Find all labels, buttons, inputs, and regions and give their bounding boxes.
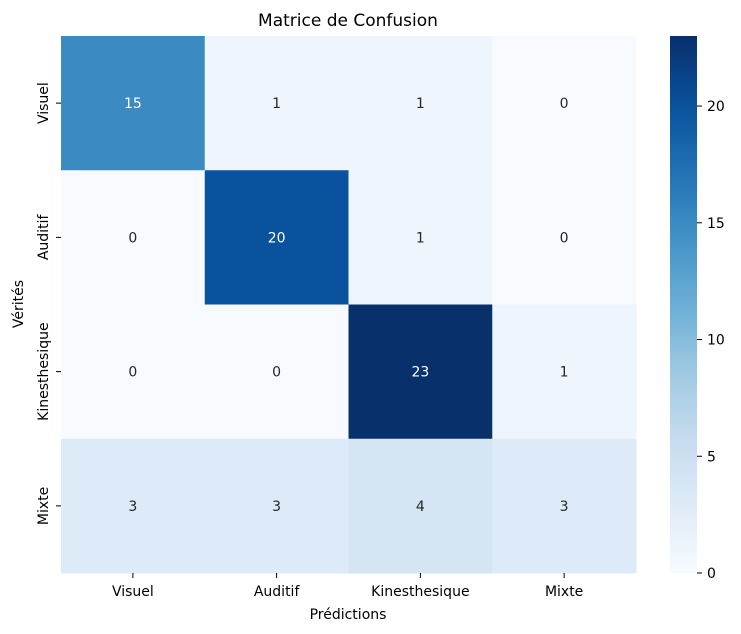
heatmap-cell [61, 36, 206, 171]
y-tick-label: Auditif [36, 214, 52, 261]
heatmap-cell [492, 438, 637, 574]
x-tick-label: Mixte [545, 584, 583, 600]
heatmap-cell [348, 438, 493, 574]
cell-value-label: 0 [128, 230, 137, 246]
colorbar-tick-label: 10 [707, 333, 725, 349]
heatmap-cell [492, 304, 637, 440]
heatmap-cell [492, 170, 637, 305]
x-axis-ticks: Visuel Auditif Kinesthesique Mixte [112, 573, 583, 600]
cell-value-label: 1 [416, 230, 425, 246]
y-axis-label: Vérités [11, 280, 27, 328]
chart-title: Matrice de Confusion [258, 11, 438, 31]
heatmap-cell [204, 36, 349, 171]
x-axis-label: Prédictions [310, 607, 387, 623]
cell-value-label: 1 [560, 365, 569, 381]
cell-value-label: 3 [560, 499, 569, 515]
colorbar-tick-label: 0 [707, 566, 716, 582]
heatmap-cell [348, 36, 493, 171]
x-tick-label: Kinesthesique [371, 584, 469, 600]
cell-value-label: 3 [128, 499, 137, 515]
y-tick-label: Kinesthesique [36, 322, 52, 420]
cell-value-label: 0 [128, 365, 137, 381]
heatmap-cell [204, 438, 349, 574]
cell-value-label: 23 [411, 365, 429, 381]
heatmap-cell [348, 304, 493, 440]
cell-value-label: 20 [268, 230, 286, 246]
y-axis-ticks: Visuel Auditif Kinesthesique Mixte [36, 82, 61, 525]
cell-value-label: 3 [272, 499, 281, 515]
x-tick-label: Auditif [254, 584, 301, 600]
colorbar-tick-label: 20 [707, 99, 725, 115]
heatmap-cell [348, 170, 493, 305]
heatmap-cells: 15 1 1 00 20 1 00 0 23 13 3 4 3 [61, 36, 637, 574]
heatmap-cell [61, 304, 206, 440]
colorbar-tick-label: 5 [707, 449, 716, 465]
colorbar-ticks: 0 5 10 15 20 [697, 99, 725, 582]
colorbar-tick-label: 15 [707, 216, 725, 232]
cell-value-label: 0 [560, 96, 569, 112]
heatmap-cell [492, 36, 637, 171]
cell-value-label: 0 [272, 365, 281, 381]
cell-value-label: 4 [416, 499, 425, 515]
heatmap-cell [204, 170, 349, 305]
cell-value-label: 15 [124, 96, 142, 112]
heatmap-cell [61, 170, 206, 305]
y-tick-label: Mixte [36, 487, 52, 525]
heatmap-cell [61, 438, 206, 574]
colorbar [670, 36, 697, 573]
y-tick-label: Visuel [36, 82, 52, 124]
cell-value-label: 1 [416, 96, 425, 112]
cell-value-label: 1 [272, 96, 281, 112]
x-tick-label: Visuel [112, 584, 154, 600]
heatmap-cell [204, 304, 349, 440]
cell-value-label: 0 [560, 230, 569, 246]
